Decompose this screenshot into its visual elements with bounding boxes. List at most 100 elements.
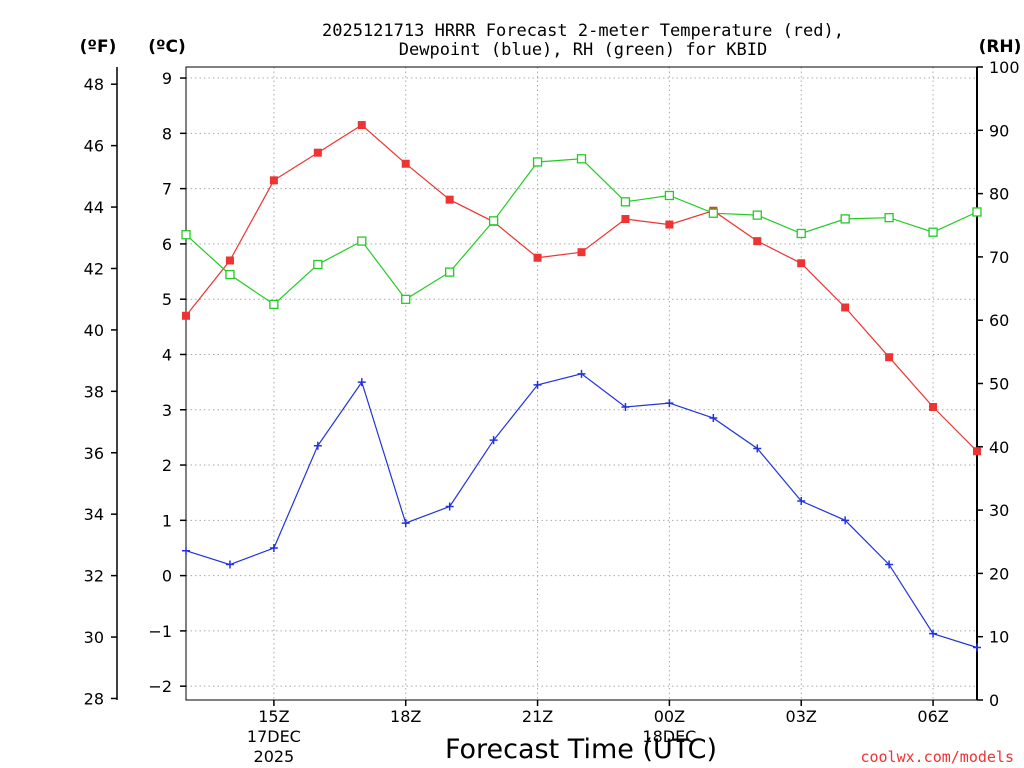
fahrenheit-tick-label: 48	[84, 75, 104, 94]
temperature-point	[973, 447, 981, 456]
celsius-tick-label: −1	[148, 622, 172, 641]
credit-text: coolwx.com/models	[860, 748, 1014, 766]
rh-point	[752, 210, 762, 220]
temperature-point	[357, 121, 366, 130]
rh-tick-label: 20	[989, 564, 1009, 583]
rh-point	[972, 207, 982, 217]
temperature-point	[313, 148, 322, 157]
dewpoint-point	[885, 560, 894, 569]
fahrenheit-tick-label: 30	[84, 628, 104, 647]
celsius-tick-label: 1	[162, 511, 172, 530]
dewpoint-point	[225, 560, 234, 569]
fahrenheit-tick-label: 36	[84, 444, 104, 463]
rh-tick-label: 90	[989, 121, 1009, 140]
temperature-point	[225, 256, 234, 265]
rh-point	[884, 213, 894, 223]
rh-axis-label: (RH)	[979, 37, 1022, 57]
celsius-tick-label: 3	[162, 401, 172, 420]
rh-point	[664, 190, 675, 201]
rh-point	[357, 236, 367, 246]
rh-tick-label: 80	[989, 185, 1009, 204]
rh-point	[532, 157, 543, 167]
x-tick-label: 06Z	[917, 707, 948, 726]
rh-tick-label: 60	[989, 311, 1009, 330]
temperature-point	[841, 303, 850, 312]
celsius-axis-label: (ºC)	[148, 37, 186, 57]
dewpoint-point	[313, 441, 322, 450]
x-tick-label: 03Z	[786, 707, 817, 726]
dewpoint-point	[182, 546, 190, 555]
celsius-tick-label: −2	[148, 677, 172, 696]
rh-point	[181, 230, 191, 240]
temperature-point	[797, 259, 806, 268]
dewpoint-point	[577, 369, 586, 378]
fahrenheit-tick-label: 44	[84, 198, 104, 217]
x-tick-label: 21Z	[522, 707, 553, 726]
x-tick-date: 18DEC	[642, 727, 696, 746]
rh-point	[576, 154, 587, 164]
temperature-point	[885, 353, 894, 362]
rh-point	[708, 208, 718, 218]
rh-tick-label: 70	[989, 248, 1009, 267]
rh-point	[313, 259, 323, 270]
celsius-tick-label: 8	[162, 124, 172, 143]
fahrenheit-tick-label: 40	[84, 321, 104, 340]
dewpoint-point	[269, 543, 278, 552]
temperature-point	[665, 220, 674, 229]
rh-tick-label: 100	[989, 58, 1020, 77]
dewpoint-point	[841, 516, 850, 525]
dewpoint-point	[797, 496, 806, 505]
dewpoint-point	[929, 629, 938, 638]
dewpoint-point	[489, 436, 498, 445]
temperature-point	[445, 195, 454, 204]
dewpoint-point	[533, 380, 542, 389]
chart-title-line1: 2025121713 HRRR Forecast 2-meter Tempera…	[322, 21, 844, 41]
fahrenheit-axis-label: (ºF)	[80, 37, 117, 57]
celsius-tick-label: 4	[162, 345, 172, 364]
celsius-tick-label: 0	[162, 567, 172, 586]
temperature-point	[753, 237, 762, 246]
dewpoint-point	[709, 414, 718, 423]
rh-point	[401, 294, 411, 304]
axes: 2830323436384042444648−2−101234567890102…	[84, 58, 1020, 766]
fahrenheit-tick-label: 46	[84, 137, 104, 156]
temperature-point	[621, 215, 630, 224]
rh-point	[225, 269, 235, 280]
dewpoint-point	[401, 519, 410, 528]
fahrenheit-tick-label: 28	[84, 689, 104, 708]
rh-point	[488, 216, 499, 226]
celsius-tick-label: 9	[162, 69, 172, 88]
dewpoint-point	[357, 378, 366, 387]
rh-tick-label: 10	[989, 628, 1009, 647]
celsius-tick-label: 6	[162, 235, 172, 254]
dewpoint-point	[665, 399, 674, 408]
celsius-tick-label: 7	[162, 180, 172, 199]
rh-tick-label: 30	[989, 501, 1009, 520]
dewpoint-point	[973, 643, 981, 652]
dewpoint-point	[753, 444, 762, 453]
x-tick-year: 2025	[254, 747, 295, 766]
x-axis-title: Forecast Time (UTC)	[445, 734, 717, 765]
chart-title-line2: Dewpoint (blue), RH (green) for KBID	[399, 40, 767, 60]
fahrenheit-tick-label: 34	[84, 505, 104, 524]
rh-point	[928, 227, 938, 237]
x-tick-date: 17DEC	[247, 727, 301, 746]
temperature-point	[533, 253, 542, 262]
series-layer	[181, 121, 982, 652]
rh-point	[620, 197, 631, 207]
x-tick-label: 15Z	[258, 707, 289, 726]
dewpoint-point	[445, 502, 454, 511]
fahrenheit-tick-label: 38	[84, 382, 104, 401]
rh-point	[796, 228, 806, 239]
rh-point	[445, 267, 455, 277]
celsius-tick-label: 2	[162, 456, 172, 475]
temperature-point	[182, 311, 190, 320]
rh-tick-label: 40	[989, 438, 1009, 457]
dewpoint-point	[621, 402, 630, 411]
x-tick-label: 00Z	[654, 707, 685, 726]
fahrenheit-tick-label: 42	[84, 259, 104, 278]
temperature-point	[401, 159, 410, 168]
x-tick-label: 18Z	[390, 707, 421, 726]
